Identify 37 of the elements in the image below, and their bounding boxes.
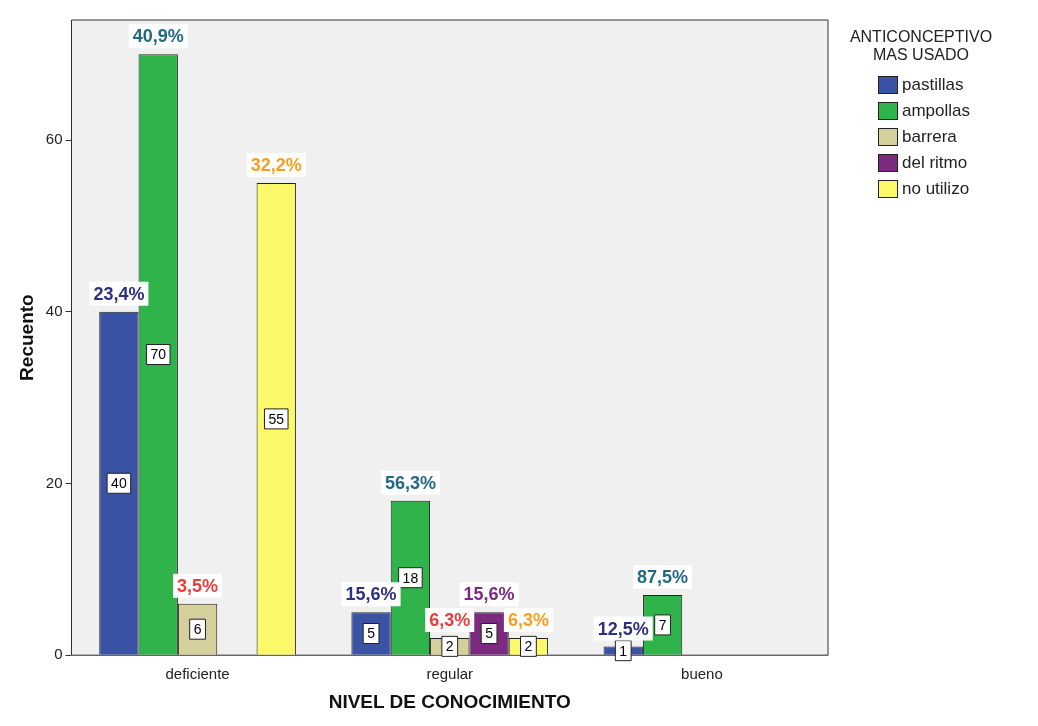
legend-label: barrera (902, 127, 957, 147)
annotation: 3,5% (177, 575, 219, 596)
x-axis-title: NIVEL DE CONOCIMIENTO (328, 690, 571, 712)
x-tick-label: bueno (681, 665, 723, 683)
x-tick-label: deficiente (165, 665, 230, 683)
legend-label: pastillas (902, 75, 964, 95)
data-label: 7 (658, 616, 667, 633)
data-label: 6 (193, 621, 202, 638)
data-label: 1 (619, 642, 628, 659)
annotation: 15,6% (463, 584, 515, 605)
annotation: 32,2% (250, 155, 302, 176)
y-axis-title: Recuento (15, 294, 37, 381)
annotation: 15,6% (345, 584, 397, 605)
annotation: 12,5% (597, 618, 649, 639)
annotation: 87,5% (637, 567, 689, 588)
y-tick-label: 20 (45, 473, 63, 491)
legend-label: ampollas (902, 101, 971, 121)
legend-label: del ritmo (902, 153, 968, 173)
legend-label: no utilizo (902, 179, 970, 199)
data-label: 18 (402, 569, 419, 586)
annotation: 23,4% (93, 283, 145, 304)
legend-title: ANTICONCEPTIVO MAS USADO (848, 28, 994, 64)
annotation: 6,3% (429, 610, 471, 630)
y-tick-label: 60 (45, 130, 63, 148)
annotation: 6,3% (507, 610, 549, 630)
x-tick-label: regular (426, 665, 474, 683)
data-label: 40 (111, 475, 127, 492)
data-label: 5 (367, 625, 376, 642)
annotation: 56,3% (384, 472, 436, 493)
data-label: 5 (485, 625, 494, 642)
data-label: 70 (150, 346, 167, 363)
annotation: 40,9% (132, 26, 184, 47)
data-label: 55 (268, 410, 285, 427)
data-label: 2 (524, 638, 533, 655)
data-label: 2 (445, 638, 454, 655)
y-tick-label: 40 (45, 301, 63, 319)
y-tick-label: 0 (54, 645, 63, 663)
